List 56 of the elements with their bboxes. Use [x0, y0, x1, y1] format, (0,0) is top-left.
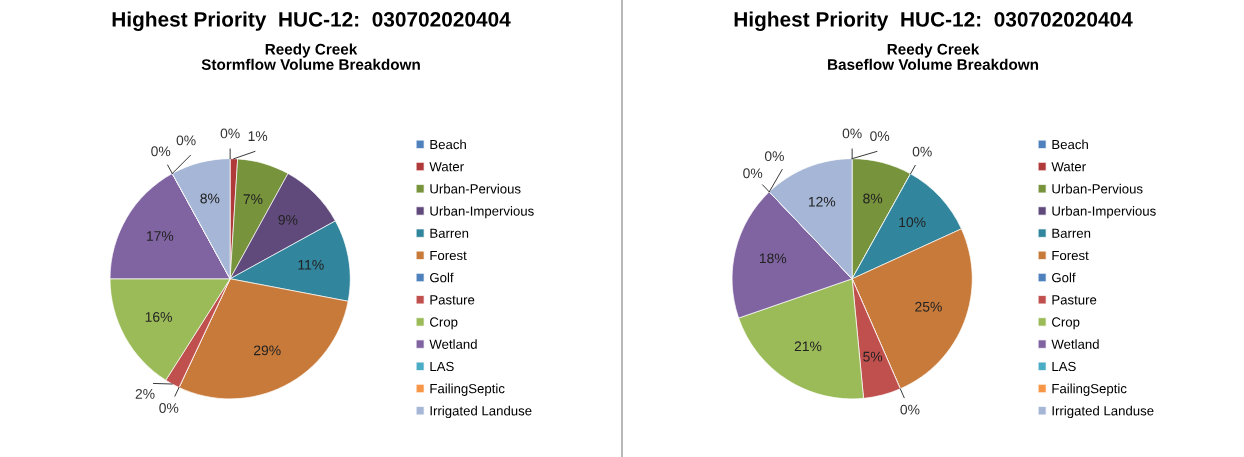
data-label: 25%: [915, 301, 942, 312]
legend-label: Beach: [430, 139, 466, 150]
legend-label: LAS: [430, 361, 454, 372]
legend-label: Pasture: [1052, 295, 1097, 305]
legend-label: Barren: [430, 228, 469, 238]
legend-label: Beach: [1052, 139, 1088, 150]
text: 0%: [743, 168, 763, 179]
legend-label: Water: [1051, 162, 1086, 172]
text: 0%: [842, 128, 862, 139]
legend-label: Forest: [430, 250, 467, 261]
legend-label: Water: [429, 162, 464, 172]
data-label: 29%: [254, 345, 281, 356]
text: 0%: [159, 403, 179, 413]
data-label: 12%: [808, 196, 836, 207]
legend-label: LAS: [1052, 361, 1076, 372]
legend-label: Irrigated Landuse: [430, 405, 532, 419]
chart-title: Highest Priority HUC-12: 030702020404: [112, 11, 511, 31]
legend-label: FailingSeptic: [1052, 383, 1127, 396]
legend-label: Urban-Pervious: [1052, 183, 1143, 194]
chart-subtitle: Reedy Creek Stormflow Volume Breakdown: [201, 43, 420, 70]
text: 0%: [764, 151, 784, 162]
legend-label: Wetland: [1051, 339, 1099, 349]
chart-title: Highest Priority HUC-12: 030702020404: [734, 11, 1133, 31]
text: 0%: [900, 404, 920, 415]
legend-label: Wetland: [429, 339, 477, 349]
data-label: 9%: [278, 214, 298, 225]
data-label: 18%: [759, 253, 787, 264]
data-label: 8%: [200, 193, 220, 204]
chart-subtitle: Reedy Creek Baseflow Volume Breakdown: [828, 43, 1039, 70]
legend-label: Barren: [1052, 228, 1091, 238]
data-label: 10%: [899, 217, 926, 228]
text: 0%: [870, 131, 890, 142]
data-label: 21%: [794, 341, 822, 352]
legend-label: Urban-Impervious: [1052, 206, 1156, 219]
data-label: 2%: [135, 388, 155, 399]
data-label: 17%: [147, 231, 174, 241]
legend-label: Irrigated Landuse: [1052, 405, 1154, 419]
data-label: 5%: [863, 351, 883, 362]
legend-label: Urban-Impervious: [430, 206, 534, 219]
text: 0%: [220, 128, 240, 139]
legend-label: Golf: [1052, 272, 1076, 283]
legend-label: Urban-Pervious: [430, 183, 521, 194]
legend-label: FailingSeptic: [430, 383, 505, 396]
data-label: 1%: [248, 131, 268, 141]
legend-label: Crop: [430, 317, 458, 330]
legend-label: Crop: [1052, 317, 1080, 330]
data-label: 16%: [145, 312, 172, 322]
legend-label: Forest: [1052, 250, 1089, 261]
data-label: 8%: [863, 193, 883, 204]
text: 0%: [912, 146, 932, 157]
legend-label: Pasture: [430, 295, 475, 305]
data-label: 11%: [298, 259, 324, 270]
legend-label: Golf: [430, 272, 454, 283]
text: 0%: [151, 146, 171, 157]
text: 0%: [176, 135, 196, 146]
data-label: 7%: [243, 194, 263, 205]
